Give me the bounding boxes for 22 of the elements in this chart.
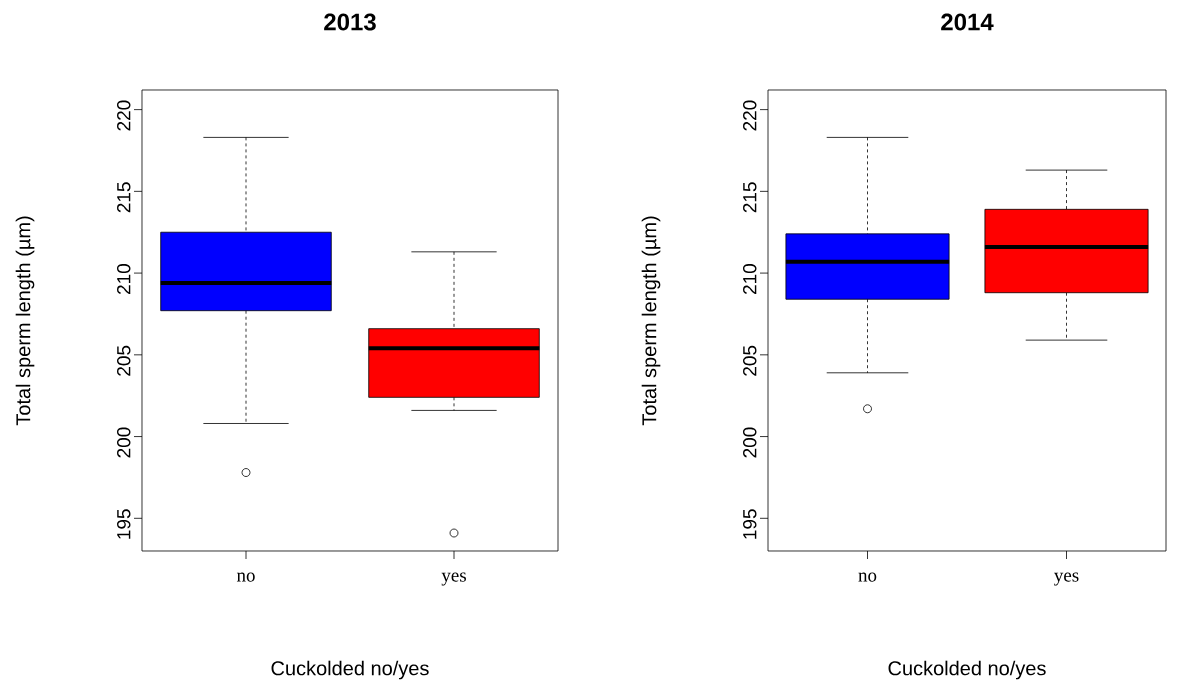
- y-tick-label: 210: [117, 263, 131, 294]
- y-tick-label: 200: [743, 427, 757, 458]
- y-tick-label: 205: [743, 345, 757, 376]
- x-tick-label: no: [858, 572, 877, 582]
- y-tick-label: 195: [117, 509, 131, 539]
- y-axis-title: Total sperm length (µm): [15, 216, 35, 426]
- x-axis-title: Cuckolded no/yes: [888, 660, 1046, 680]
- y-tick-label: 210: [743, 263, 757, 294]
- y-tick-label: 215: [743, 182, 757, 213]
- x-tick-label: yes: [1054, 572, 1079, 586]
- y-tick-label: 205: [117, 345, 131, 376]
- x-axis-title: Cuckolded no/yes: [271, 660, 429, 680]
- y-tick-label: 195: [743, 509, 757, 539]
- y-tick-label: 220: [117, 100, 131, 131]
- y-tick-label: 215: [117, 182, 131, 213]
- y-axis-title: Total sperm length (µm): [641, 216, 661, 426]
- x-tick-label: yes: [441, 572, 466, 586]
- chart-title: 2014: [941, 13, 994, 31]
- chart-title: 2013: [324, 13, 376, 31]
- x-tick-label: no: [236, 572, 255, 582]
- y-tick-label: 220: [743, 100, 757, 131]
- y-tick-label: 200: [117, 427, 131, 458]
